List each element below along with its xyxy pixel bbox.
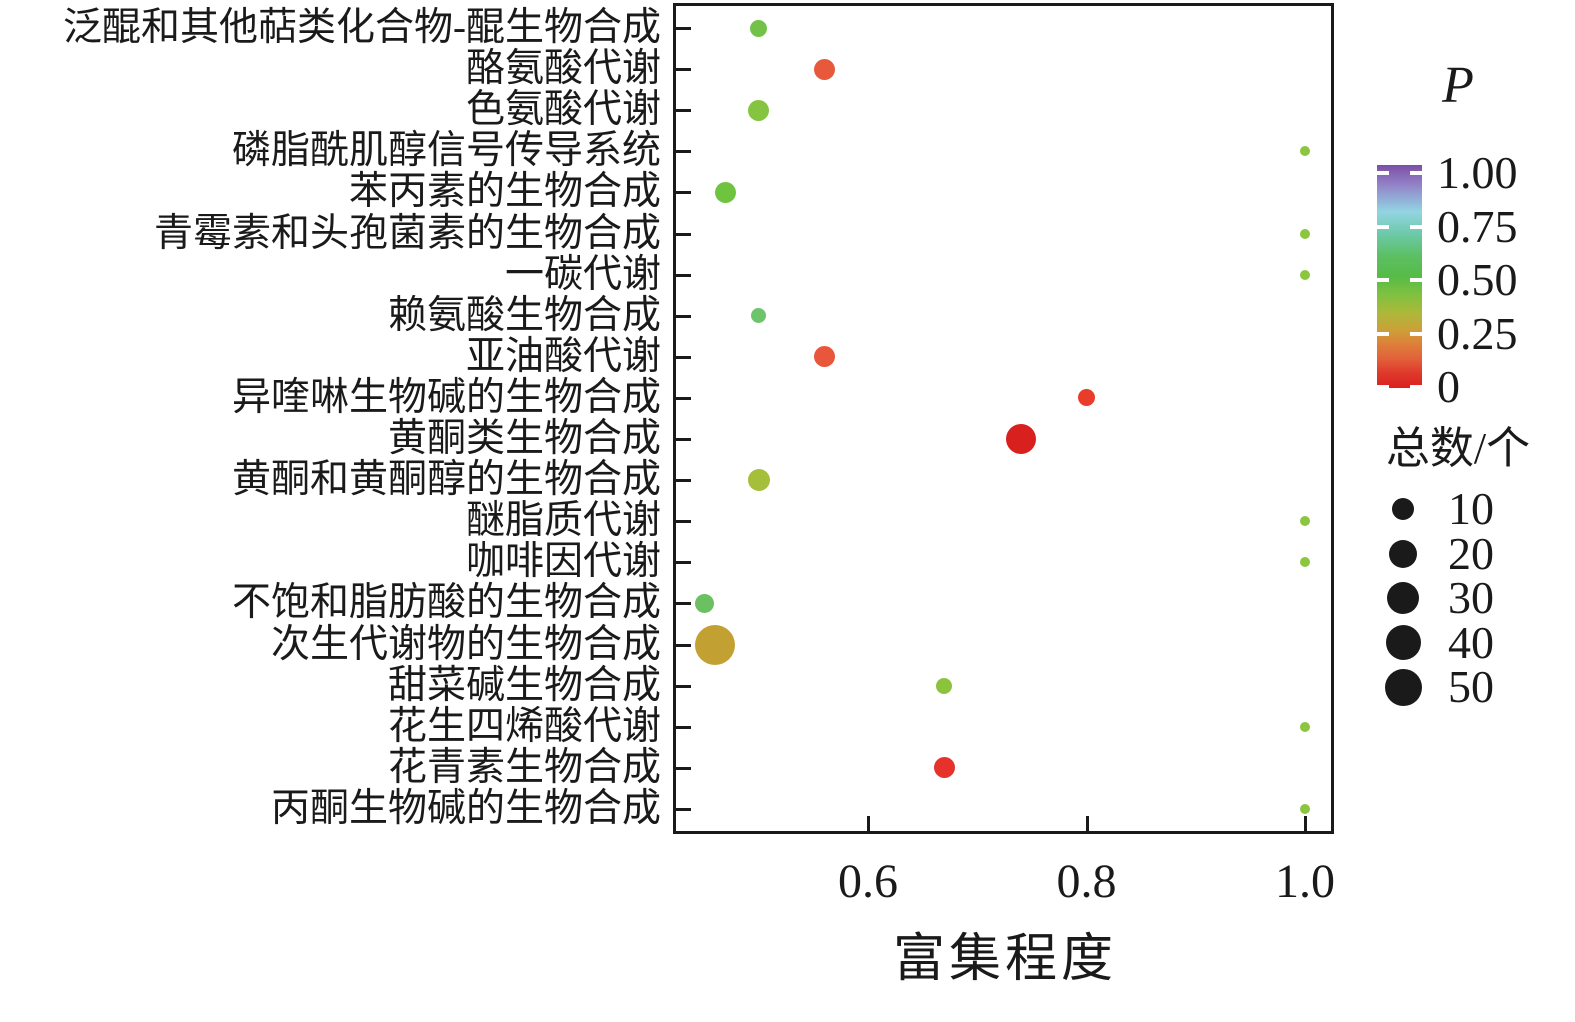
y-axis-label: 色氨酸代谢 — [465, 88, 661, 132]
y-axis-label: 青霉素和头孢菌素的生物合成 — [153, 211, 661, 255]
size-legend-circle — [1389, 539, 1417, 568]
data-bubble — [1300, 557, 1310, 568]
colorbar-tick-notch — [1410, 224, 1422, 229]
data-bubble — [750, 19, 768, 37]
colorbar-tick-notch — [1377, 331, 1389, 336]
data-bubble — [695, 624, 736, 665]
data-bubble — [933, 757, 955, 779]
size-legend-label: 50 — [1448, 661, 1494, 713]
x-tick-mark — [867, 816, 870, 834]
y-tick-mark — [673, 602, 691, 606]
y-axis-label: 花青素生物合成 — [387, 745, 661, 789]
x-axis-title: 富集程度 — [892, 931, 1117, 988]
colorbar-tick-label: 0.75 — [1437, 200, 1518, 252]
size-legend-label: 20 — [1448, 527, 1494, 579]
data-bubble — [1300, 803, 1310, 814]
y-axis-label: 泛醌和其他萜类化合物-醌生物合成 — [63, 6, 661, 49]
data-bubble — [694, 593, 714, 613]
x-tick-mark — [1304, 816, 1307, 834]
data-bubble — [1300, 146, 1310, 157]
size-legend-circle — [1387, 582, 1419, 615]
y-tick-mark — [673, 27, 691, 30]
y-tick-mark — [673, 191, 691, 195]
y-tick-mark — [673, 355, 691, 359]
y-tick-mark — [673, 684, 691, 688]
data-bubble — [1300, 721, 1310, 732]
colorbar-tick-notch — [1377, 224, 1389, 229]
y-tick-mark — [673, 479, 691, 483]
y-tick-mark — [673, 232, 691, 236]
colorbar — [1377, 165, 1422, 388]
data-bubble — [747, 469, 770, 492]
y-tick-mark — [673, 725, 691, 729]
y-tick-mark — [673, 807, 691, 811]
colorbar-tick-notch — [1410, 385, 1422, 390]
color-legend-title: P — [1442, 57, 1474, 114]
y-axis-label: 苯丙素的生物合成 — [348, 170, 661, 214]
colorbar-tick-notch — [1410, 331, 1422, 336]
data-bubble — [1005, 424, 1036, 454]
data-bubble — [751, 308, 767, 324]
colorbar-tick-notch — [1377, 171, 1389, 175]
colorbar-tick-notch — [1410, 278, 1422, 283]
y-axis-label: 花生四烯酸代谢 — [387, 704, 661, 748]
y-axis-label: 丙酮生物碱的生物合成 — [270, 786, 661, 830]
y-tick-mark — [673, 396, 691, 400]
y-axis-label: 次生代谢物的生物合成 — [270, 622, 661, 666]
size-legend-circle — [1392, 498, 1414, 520]
y-tick-mark — [673, 561, 691, 565]
data-bubble — [1300, 269, 1310, 280]
y-tick-mark — [673, 273, 691, 277]
y-axis-label: 亚油酸代谢 — [465, 334, 661, 378]
y-tick-mark — [673, 314, 691, 318]
y-axis-label: 黄酮类生物合成 — [387, 417, 661, 460]
y-axis-label: 异喹啉生物碱的生物合成 — [231, 375, 661, 419]
y-tick-mark — [673, 150, 691, 154]
data-bubble — [748, 99, 770, 121]
data-bubble — [715, 181, 737, 203]
size-legend-label: 30 — [1448, 572, 1494, 624]
y-tick-mark — [673, 68, 691, 72]
y-axis-label: 磷脂酰肌醇信号传导系统 — [231, 129, 661, 173]
colorbar-tick-label: 0.50 — [1437, 254, 1518, 306]
y-axis-label: 咖啡因代谢 — [465, 540, 661, 584]
colorbar-tick-notch — [1377, 278, 1389, 283]
y-axis-label: 甜菜碱生物合成 — [387, 663, 661, 707]
y-axis-label: 赖氨酸生物合成 — [387, 293, 661, 337]
size-legend-circle — [1384, 668, 1422, 706]
x-tick-mark — [1085, 816, 1089, 834]
y-axis-label: 一碳代谢 — [504, 252, 661, 296]
x-axis-tick-label: 0.6 — [838, 855, 898, 908]
colorbar-tick-notch — [1410, 171, 1422, 175]
data-bubble — [813, 58, 835, 80]
data-bubble — [1300, 516, 1310, 527]
y-tick-mark — [673, 109, 691, 113]
y-tick-mark — [673, 643, 691, 647]
colorbar-tick-label: 0 — [1437, 361, 1460, 413]
y-tick-mark — [673, 438, 691, 441]
x-axis-tick-label: 1.0 — [1275, 855, 1335, 908]
plot-area — [673, 3, 1334, 834]
size-legend-title: 总数/个 — [1385, 424, 1531, 473]
data-bubble — [1300, 228, 1310, 239]
size-legend-circle — [1385, 625, 1421, 661]
y-tick-mark — [673, 766, 691, 770]
colorbar-tick-label: 0.25 — [1437, 307, 1518, 359]
y-axis-label: 醚脂质代谢 — [465, 499, 661, 543]
size-legend-label: 10 — [1448, 483, 1494, 534]
size-legend-label: 40 — [1448, 616, 1494, 668]
x-axis-tick-label: 0.8 — [1056, 855, 1117, 908]
y-tick-mark — [673, 520, 691, 524]
y-axis-label: 黄酮和黄酮醇的生物合成 — [231, 458, 661, 502]
y-axis-label: 不饱和脂肪酸的生物合成 — [231, 581, 661, 625]
data-bubble — [813, 346, 835, 368]
y-axis-label: 酪氨酸代谢 — [465, 47, 661, 91]
data-bubble — [936, 677, 953, 694]
colorbar-tick-notch — [1377, 385, 1389, 390]
data-bubble — [1078, 389, 1095, 407]
colorbar-tick-label: 1.00 — [1437, 147, 1518, 198]
